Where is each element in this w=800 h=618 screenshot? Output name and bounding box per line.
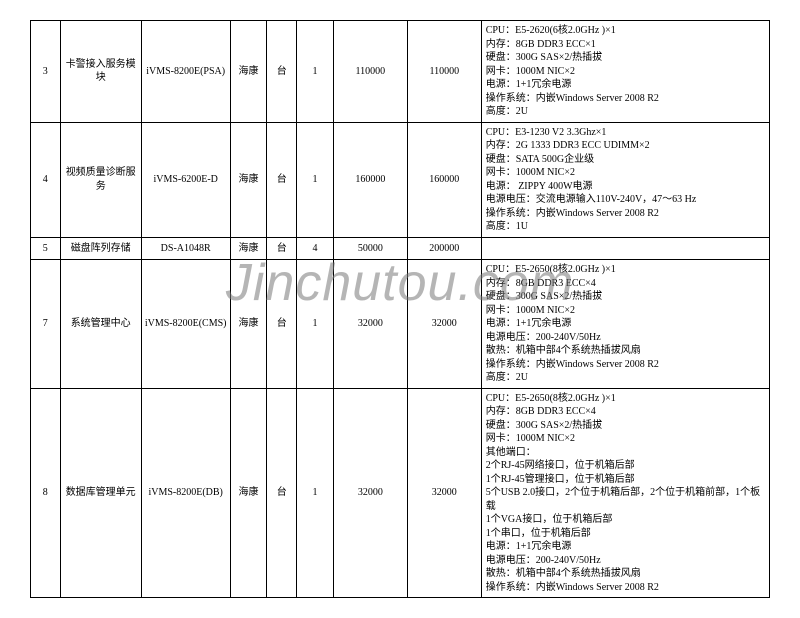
cell-name: 卡警接入服务模块 [60, 21, 141, 123]
cell-unit: 台 [267, 122, 297, 237]
cell-qty: 1 [296, 260, 333, 389]
spec-line: 高度：2U [486, 371, 765, 385]
cell-subtotal: 160000 [407, 122, 481, 237]
spec-line: 内存：2G 1333 DDR3 ECC UDIMM×2 [486, 139, 765, 153]
cell-price: 32000 [333, 260, 407, 389]
cell-model: iVMS-8200E(CMS) [141, 260, 230, 389]
spec-line: 内存：8GB DDR3 ECC×4 [486, 405, 765, 419]
cell-model: DS-A1048R [141, 237, 230, 260]
spec-line: 1个VGA接口，位于机箱后部 [486, 513, 765, 527]
spec-line: 电源电压：交流电源输入110V-240V，47～63 Hz [486, 193, 765, 207]
cell-price: 50000 [333, 237, 407, 260]
cell-brand: 海康 [230, 260, 267, 389]
cell-subtotal: 110000 [407, 21, 481, 123]
table-row: 8数据库管理单元iVMS-8200E(DB)海康台13200032000CPU：… [31, 388, 770, 598]
cell-spec [481, 237, 769, 260]
spec-line: 电源电压：200-240V/50Hz [486, 554, 765, 568]
spec-line: 网卡：1000M NIC×2 [486, 65, 765, 79]
cell-spec: CPU：E5-2650(8核2.0GHz )×1内存：8GB DDR3 ECC×… [481, 388, 769, 598]
cell-qty: 1 [296, 21, 333, 123]
spec-line: 高度：2U [486, 105, 765, 119]
cell-unit: 台 [267, 237, 297, 260]
table-row: 5磁盘阵列存储DS-A1048R海康台450000200000 [31, 237, 770, 260]
spec-line: 网卡：1000M NIC×2 [486, 432, 765, 446]
cell-qty: 4 [296, 237, 333, 260]
cell-unit: 台 [267, 260, 297, 389]
cell-price: 32000 [333, 388, 407, 598]
spec-line: 其他端口： [486, 446, 765, 460]
table-row: 7系统管理中心iVMS-8200E(CMS)海康台13200032000CPU：… [31, 260, 770, 389]
spec-line: 硬盘：300G SAS×2/热插拔 [486, 51, 765, 65]
spec-line: 高度：1U [486, 220, 765, 234]
cell-spec: CPU：E5-2620(6核2.0GHz )×1内存：8GB DDR3 ECC×… [481, 21, 769, 123]
cell-unit: 台 [267, 388, 297, 598]
cell-qty: 1 [296, 122, 333, 237]
spec-line: CPU：E3-1230 V2 3.3Ghz×1 [486, 126, 765, 140]
spec-line: 电源：1+1冗余电源 [486, 317, 765, 331]
spec-line: 操作系统：内嵌Windows Server 2008 R2 [486, 92, 765, 106]
spec-line: 散热：机箱中部4个系统热插拔风扇 [486, 567, 765, 581]
spec-line: 电源电压：200-240V/50Hz [486, 331, 765, 345]
cell-brand: 海康 [230, 237, 267, 260]
spec-line: 硬盘：SATA 500G企业级 [486, 153, 765, 167]
spec-line: 电源：1+1冗余电源 [486, 78, 765, 92]
spec-line: 硬盘：300G SAS×2/热插拔 [486, 419, 765, 433]
cell-index: 8 [31, 388, 61, 598]
spec-line: 内存：8GB DDR3 ECC×1 [486, 38, 765, 52]
cell-subtotal: 32000 [407, 260, 481, 389]
cell-subtotal: 200000 [407, 237, 481, 260]
table-row: 3卡警接入服务模块iVMS-8200E(PSA)海康台1110000110000… [31, 21, 770, 123]
spec-line: CPU：E5-2650(8核2.0GHz )×1 [486, 263, 765, 277]
spec-line: 1个RJ-45管理接口，位于机箱后部 [486, 473, 765, 487]
cell-brand: 海康 [230, 388, 267, 598]
spec-line: 操作系统：内嵌Windows Server 2008 R2 [486, 581, 765, 595]
cell-name: 视频质量诊断服务 [60, 122, 141, 237]
cell-name: 数据库管理单元 [60, 388, 141, 598]
spec-line: 散热：机箱中部4个系统热插拔风扇 [486, 344, 765, 358]
cell-qty: 1 [296, 388, 333, 598]
cell-price: 160000 [333, 122, 407, 237]
spec-line: 1个串口，位于机箱后部 [486, 527, 765, 541]
cell-brand: 海康 [230, 21, 267, 123]
cell-index: 7 [31, 260, 61, 389]
document-page: 3卡警接入服务模块iVMS-8200E(PSA)海康台1110000110000… [0, 0, 800, 618]
cell-index: 5 [31, 237, 61, 260]
cell-subtotal: 32000 [407, 388, 481, 598]
table-row: 4视频质量诊断服务iVMS-6200E-D海康台1160000160000CPU… [31, 122, 770, 237]
cell-name: 磁盘阵列存储 [60, 237, 141, 260]
cell-model: iVMS-8200E(DB) [141, 388, 230, 598]
cell-spec: CPU：E3-1230 V2 3.3Ghz×1内存：2G 1333 DDR3 E… [481, 122, 769, 237]
cell-index: 4 [31, 122, 61, 237]
cell-model: iVMS-6200E-D [141, 122, 230, 237]
cell-unit: 台 [267, 21, 297, 123]
spec-line: 操作系统：内嵌Windows Server 2008 R2 [486, 207, 765, 221]
spec-line: 内存：8GB DDR3 ECC×4 [486, 277, 765, 291]
spec-line: 网卡：1000M NIC×2 [486, 304, 765, 318]
cell-name: 系统管理中心 [60, 260, 141, 389]
cell-brand: 海康 [230, 122, 267, 237]
spec-line: 硬盘：300G SAS×2/热插拔 [486, 290, 765, 304]
spec-line: 操作系统：内嵌Windows Server 2008 R2 [486, 358, 765, 372]
cell-model: iVMS-8200E(PSA) [141, 21, 230, 123]
spec-line: CPU：E5-2620(6核2.0GHz )×1 [486, 24, 765, 38]
spec-line: 5个USB 2.0接口，2个位于机箱后部，2个位于机箱前部，1个板载 [486, 486, 765, 513]
cell-price: 110000 [333, 21, 407, 123]
cell-index: 3 [31, 21, 61, 123]
cell-spec: CPU：E5-2650(8核2.0GHz )×1内存：8GB DDR3 ECC×… [481, 260, 769, 389]
spec-line: 2个RJ-45网络接口，位于机箱后部 [486, 459, 765, 473]
spec-line: 电源： ZIPPY 400W电源 [486, 180, 765, 194]
spec-line: 网卡：1000M NIC×2 [486, 166, 765, 180]
equipment-table: 3卡警接入服务模块iVMS-8200E(PSA)海康台1110000110000… [30, 20, 770, 598]
spec-line: 电源：1+1冗余电源 [486, 540, 765, 554]
spec-line: CPU：E5-2650(8核2.0GHz )×1 [486, 392, 765, 406]
